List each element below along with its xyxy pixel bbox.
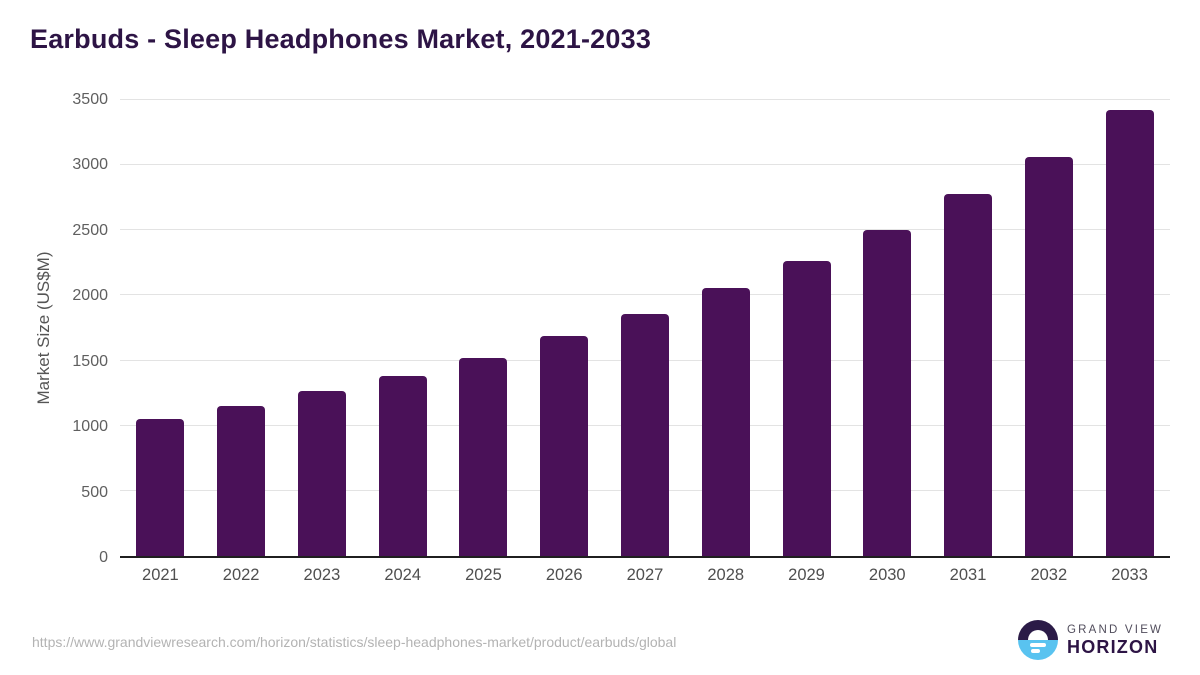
bar-slot (201, 100, 282, 556)
x-tick-label: 2029 (788, 566, 825, 584)
bar-2025 (459, 357, 508, 556)
bar-slot (362, 100, 443, 556)
bar-slot (524, 100, 605, 556)
y-tick-label: 2000 (72, 287, 108, 305)
gridline (120, 294, 1170, 296)
logo-text: GRAND VIEW HORIZON (1067, 623, 1163, 657)
reflection-stripe-1 (1030, 643, 1046, 647)
bar-2033 (1105, 110, 1154, 556)
x-tick-label: 2022 (222, 566, 260, 584)
x-tick-label: 2031 (949, 566, 987, 584)
bar-slot (847, 100, 928, 556)
x-tick-label: 2027 (626, 566, 664, 584)
bar-slot (120, 100, 201, 556)
bar-slot (605, 100, 686, 556)
bar-slot (1089, 100, 1170, 556)
bar-2022 (217, 406, 266, 556)
y-axis-tick-labels: 0 500 1000 1500 2000 2500 3000 3500 (30, 91, 108, 566)
horizon-sunrise-icon (1018, 620, 1058, 660)
source-url: https://www.grandviewresearch.com/horizo… (32, 634, 677, 650)
bar-slot (1008, 100, 1089, 556)
x-tick-label: 2021 (142, 566, 179, 584)
x-tick-label: 2024 (384, 566, 422, 584)
y-tick-label: 0 (99, 549, 108, 566)
bar-2024 (378, 375, 427, 556)
x-tick-label: 2033 (1111, 566, 1148, 584)
plot-area (120, 99, 1170, 558)
x-tick-label: 2025 (465, 566, 502, 584)
y-tick-label: 500 (81, 483, 108, 501)
grand-view-horizon-logo: GRAND VIEW HORIZON (1018, 620, 1163, 660)
bar-2029 (782, 260, 831, 556)
bar-slot (766, 100, 847, 556)
bar-2021 (136, 419, 185, 556)
y-tick-label: 3500 (72, 91, 108, 108)
bar-slot (685, 100, 766, 556)
gridline (120, 164, 1170, 166)
x-tick-label: 2032 (1030, 566, 1068, 584)
y-tick-label: 2500 (72, 221, 108, 239)
bar-slot (928, 100, 1009, 556)
bar-2031 (944, 194, 993, 556)
sun-dome-shape (1028, 630, 1048, 640)
bar-2027 (620, 314, 669, 556)
y-tick-label: 1000 (72, 418, 108, 436)
bar-2032 (1024, 156, 1073, 556)
bar-slot (443, 100, 524, 556)
gridline (120, 229, 1170, 231)
x-axis-tick-labels: 2021 2022 2023 2024 2025 2026 2027 2028 2029 2030… (120, 566, 1170, 585)
x-tick-label: 2028 (707, 566, 745, 584)
x-tick-label: 2030 (868, 566, 906, 584)
reflection-stripe-2 (1031, 649, 1040, 653)
gridline (120, 99, 1170, 100)
y-tick-label: 3000 (72, 156, 108, 174)
bar-2028 (701, 288, 750, 556)
bar-2026 (540, 336, 589, 556)
page-title: Earbuds - Sleep Headphones Market, 2021-… (30, 24, 652, 54)
bar-2030 (863, 230, 912, 556)
x-tick-label: 2026 (545, 566, 583, 584)
logo-product-line: HORIZON (1067, 637, 1159, 657)
y-tick-label: 1500 (72, 352, 108, 370)
bar-2023 (297, 391, 346, 556)
bars-container (120, 100, 1170, 556)
bar-slot (282, 100, 363, 556)
x-tick-label: 2023 (303, 566, 341, 584)
logo-brand-line: GRAND VIEW (1067, 624, 1164, 636)
